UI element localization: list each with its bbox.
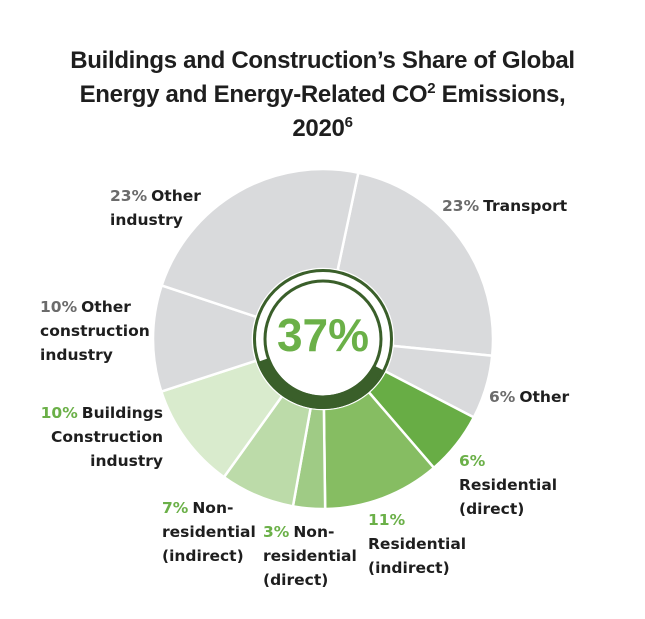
title-superscript-2: 2 (427, 80, 436, 97)
inner-hole (253, 269, 393, 409)
label-residential-indirect: 11% Residential (indirect) (368, 508, 466, 580)
label-nonresidential-indirect-pct: 7% (162, 499, 189, 517)
title-line-2-end: Emissions, (435, 81, 566, 108)
label-buildings-construction-line1: Buildings (81, 404, 163, 422)
label-residential-direct-line2: (direct) (459, 500, 525, 518)
label-other-pct: 6% (489, 388, 516, 406)
label-nonresidential-direct-line1: Non- (293, 523, 335, 541)
ring-outline-outer (253, 269, 393, 409)
title-line-2-text: Energy and Energy-Related CO (79, 81, 428, 108)
title-line-2: Energy and Energy-Related CO2 Emissions, (0, 78, 645, 112)
label-other-text: Other (519, 388, 570, 406)
label-buildings-construction-line3: industry (90, 452, 163, 470)
title-year: 2020 (292, 115, 345, 142)
label-residential-direct-line1: Residential (459, 476, 558, 494)
label-other-industry-line1: Other (151, 187, 201, 205)
title-footnote-ref: 6 (344, 114, 353, 131)
label-other-industry-line2: industry (110, 211, 183, 229)
label-nonresidential-indirect-line2: residential (162, 523, 256, 541)
label-other-construction-line3: industry (40, 346, 113, 364)
label-buildings-construction: 10% Buildings Construction industry (40, 401, 163, 473)
label-residential-direct-pct: 6% (459, 452, 486, 470)
label-residential-indirect-pct: 11% (368, 511, 406, 529)
label-buildings-construction-pct: 10% (40, 404, 78, 422)
label-transport-pct: 23% (442, 197, 480, 215)
chart-title: Buildings and Construction’s Share of Gl… (0, 44, 645, 146)
label-other-industry: 23% Other industry (110, 184, 201, 232)
title-line-1: Buildings and Construction’s Share of Gl… (70, 47, 575, 74)
label-other: 6% Other (489, 385, 569, 409)
label-nonresidential-indirect-line3: (indirect) (162, 547, 244, 565)
label-nonresidential-direct: 3% Non- residential (direct) (263, 520, 357, 592)
label-nonresidential-direct-line3: (direct) (263, 571, 329, 589)
label-other-construction-line2: construction (40, 322, 150, 340)
center-percentage: 37% (276, 309, 370, 361)
label-buildings-construction-line2: Construction (51, 428, 163, 446)
label-nonresidential-indirect-line1: Non- (192, 499, 234, 517)
label-transport-text: Transport (483, 197, 568, 215)
label-other-construction-line1: Other (81, 298, 131, 316)
label-transport: 23% Transport (442, 194, 567, 218)
label-other-industry-pct: 23% (110, 187, 148, 205)
title-line-3: 20206 (0, 112, 645, 146)
label-nonresidential-direct-line2: residential (263, 547, 357, 565)
label-other-construction: 10% Other construction industry (40, 295, 150, 367)
ring-outline-inner (263, 279, 383, 399)
buildings-share-arc (256, 357, 386, 409)
label-other-construction-pct: 10% (40, 298, 78, 316)
donut-slices (151, 167, 495, 511)
label-residential-indirect-line2: (indirect) (368, 559, 450, 577)
label-nonresidential-direct-pct: 3% (263, 523, 290, 541)
label-nonresidential-indirect: 7% Non- residential (indirect) (162, 496, 256, 568)
label-residential-indirect-line1: Residential (368, 535, 467, 553)
label-residential-direct: 6% Residential (direct) (459, 449, 557, 521)
